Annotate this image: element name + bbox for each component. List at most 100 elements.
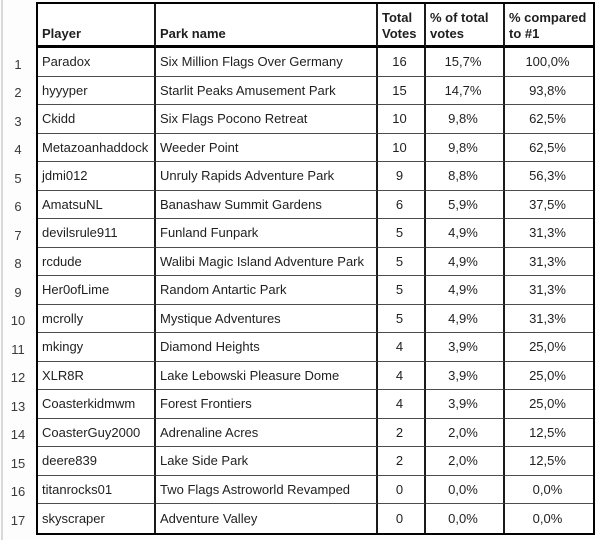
column-header-total-votes[interactable]: Total Votes (378, 4, 426, 48)
cell-total-votes[interactable]: 2 (378, 447, 426, 476)
cell-park-name[interactable]: Lake Side Park (156, 447, 378, 476)
gutter-header-spacer (0, 2, 36, 50)
cell-pct-total[interactable]: 9,8% (426, 105, 505, 134)
cell-total-votes[interactable]: 2 (378, 418, 426, 447)
cell-player[interactable]: Coasterkidmwm (38, 390, 156, 419)
cell-park-name[interactable]: Forest Frontiers (156, 390, 378, 419)
row-rank: 12 (10, 370, 26, 386)
cell-park-name[interactable]: Random Antartic Park (156, 276, 378, 305)
cell-player[interactable]: CoasterGuy2000 (38, 418, 156, 447)
cell-pct-total[interactable]: 3,9% (426, 333, 505, 362)
cell-player[interactable]: rcdude (38, 247, 156, 276)
column-header-pct-total[interactable]: % of total votes (426, 4, 505, 48)
cell-park-name[interactable]: Adventure Valley (156, 504, 378, 533)
cell-total-votes[interactable]: 5 (378, 276, 426, 305)
cell-total-votes[interactable]: 15 (378, 76, 426, 105)
cell-total-votes[interactable]: 16 (378, 48, 426, 77)
cell-pct-vs-first[interactable]: 100,0% (505, 48, 593, 77)
cell-total-votes[interactable]: 4 (378, 390, 426, 419)
cell-total-votes[interactable]: 4 (378, 361, 426, 390)
cell-pct-total[interactable]: 3,9% (426, 390, 505, 419)
cell-player[interactable]: mcrolly (38, 304, 156, 333)
row-rank: 17 (10, 512, 26, 528)
cell-total-votes[interactable]: 5 (378, 247, 426, 276)
cell-player[interactable]: jdmi012 (38, 162, 156, 191)
row-rank: 3 (14, 113, 22, 129)
cell-pct-total[interactable]: 4,9% (426, 304, 505, 333)
cell-player[interactable]: hyyyper (38, 76, 156, 105)
cell-player[interactable]: skyscraper (38, 504, 156, 533)
cell-pct-vs-first[interactable]: 0,0% (505, 476, 593, 504)
cell-park-name[interactable]: Six Million Flags Over Germany (156, 48, 378, 77)
row-rank: 16 (10, 484, 26, 500)
cell-pct-total[interactable]: 14,7% (426, 76, 505, 105)
cell-pct-vs-first[interactable]: 25,0% (505, 333, 593, 362)
cell-pct-total[interactable]: 0,0% (426, 475, 505, 504)
cell-pct-total[interactable]: 4,9% (426, 219, 505, 248)
cell-player[interactable]: Metazoanhaddock (38, 133, 156, 162)
cell-total-votes[interactable]: 5 (378, 304, 426, 333)
cell-pct-total[interactable]: 2,0% (426, 418, 505, 447)
cell-total-votes[interactable]: 6 (378, 190, 426, 219)
cell-player[interactable]: mkingy (38, 333, 156, 362)
cell-total-votes[interactable]: 4 (378, 333, 426, 362)
cell-pct-vs-first[interactable]: 93,8% (505, 77, 593, 105)
cell-pct-vs-first[interactable]: 62,5% (505, 134, 593, 162)
cell-park-name[interactable]: Funland Funpark (156, 219, 378, 248)
cell-player[interactable]: deere839 (38, 447, 156, 476)
column-header-park-name[interactable]: Park name (156, 4, 378, 48)
row-rank: 7 (14, 227, 22, 243)
cell-player[interactable]: devilsrule911 (38, 219, 156, 248)
cell-park-name[interactable]: Weeder Point (156, 133, 378, 162)
cell-player[interactable]: XLR8R (38, 361, 156, 390)
column-header-pct-vs-first[interactable]: % compared to #1 (505, 4, 593, 48)
cell-total-votes[interactable]: 10 (378, 105, 426, 134)
cell-pct-vs-first[interactable]: 0,0% (532, 510, 563, 526)
cell-park-name[interactable]: Diamond Heights (156, 333, 378, 362)
cell-park-name[interactable]: Two Flags Astroworld Revamped (156, 475, 378, 504)
cell-pct-vs-first[interactable]: 12,5% (505, 419, 593, 447)
cell-park-name[interactable]: Banashaw Summit Gardens (156, 190, 378, 219)
cell-total-votes[interactable]: 9 (378, 162, 426, 191)
cell-park-name[interactable]: Adrenaline Acres (156, 418, 378, 447)
cell-park-name[interactable]: Mystique Adventures (156, 304, 378, 333)
cell-total-votes[interactable]: 5 (378, 219, 426, 248)
cell-pct-total[interactable]: 9,8% (426, 133, 505, 162)
cell-pct-total[interactable]: 4,9% (426, 247, 505, 276)
cell-pct-total[interactable]: 3,9% (426, 361, 505, 390)
row-rank: 15 (10, 455, 26, 471)
cell-total-votes[interactable]: 10 (378, 133, 426, 162)
row-rank: 1 (14, 56, 22, 72)
row-rank: 6 (14, 199, 22, 215)
cell-pct-total[interactable]: 4,9% (426, 276, 505, 305)
cell-pct-vs-first[interactable]: 31,3% (505, 219, 593, 248)
cell-pct-vs-first[interactable]: 31,3% (505, 276, 593, 305)
column-header-player[interactable]: Player (38, 4, 156, 48)
cell-player[interactable]: Paradox (38, 48, 156, 77)
cell-park-name[interactable]: Walibi Magic Island Adventure Park (156, 247, 378, 276)
cell-park-name[interactable]: Unruly Rapids Adventure Park (156, 162, 378, 191)
cell-pct-total[interactable]: 15,7% (426, 48, 505, 77)
cell-pct-vs-first[interactable]: 12,5% (505, 447, 593, 476)
cell-pct-vs-first[interactable]: 37,5% (505, 191, 593, 219)
cell-pct-vs-first[interactable]: 31,3% (505, 248, 593, 276)
cell-total-votes[interactable]: 0 (378, 504, 426, 533)
cell-pct-vs-first[interactable]: 62,5% (505, 105, 593, 134)
cell-pct-total[interactable]: 2,0% (426, 447, 505, 476)
cell-pct-vs-first[interactable]: 31,3% (505, 305, 593, 333)
cell-pct-vs-first[interactable]: 56,3% (505, 162, 593, 191)
cell-pct-total[interactable]: 0,0% (426, 504, 505, 533)
cell-pct-total[interactable]: 5,9% (426, 190, 505, 219)
cell-park-name[interactable]: Lake Lebowski Pleasure Dome (156, 361, 378, 390)
cell-park-name[interactable]: Six Flags Pocono Retreat (156, 105, 378, 134)
cell-park-name[interactable]: Starlit Peaks Amusement Park (156, 76, 378, 105)
cell-pct-vs-first[interactable]: 25,0% (505, 362, 593, 390)
cell-player[interactable]: AmatsuNL (38, 190, 156, 219)
cell-pct-total[interactable]: 8,8% (426, 162, 505, 191)
row-number-gutter: 1 2 3 4 5 6 7 8 9 10 11 12 13 14 15 16 17 (0, 2, 36, 535)
cell-player[interactable]: Her0ofLime (38, 276, 156, 305)
cell-pct-vs-first[interactable]: 25,0% (505, 390, 593, 419)
cell-player[interactable]: titanrocks01 (38, 475, 156, 504)
cell-total-votes[interactable]: 0 (378, 475, 426, 504)
cell-player[interactable]: Ckidd (38, 105, 156, 134)
